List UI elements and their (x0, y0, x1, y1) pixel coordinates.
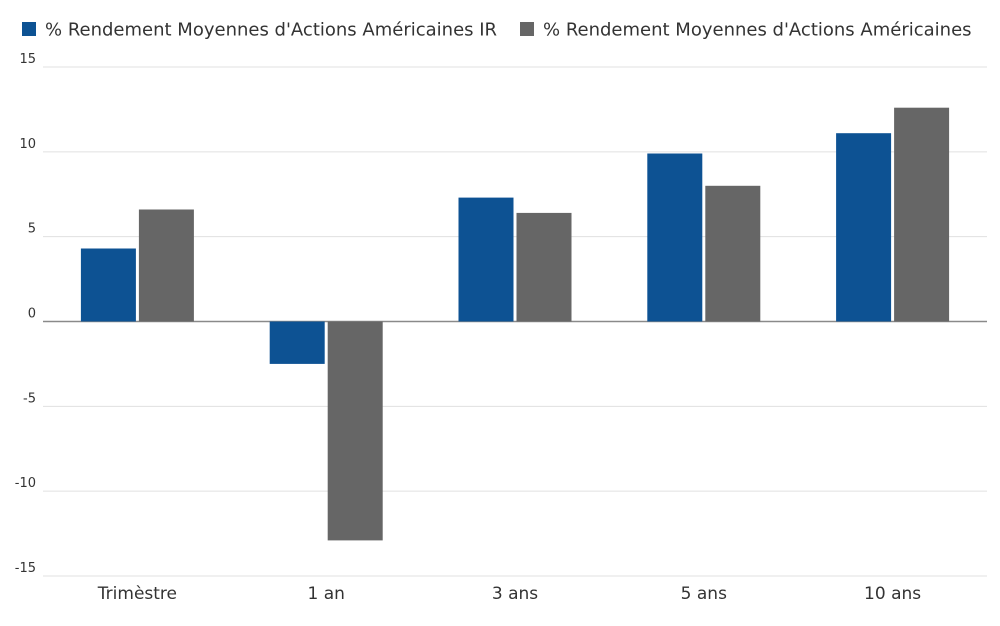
bar-series-2-2 (516, 212, 572, 322)
y-tick-label: 0 (28, 307, 36, 322)
y-tick-label: -15 (15, 561, 36, 576)
legend-label: % Rendement Moyennes d'Actions Américain… (45, 20, 497, 41)
bar-series-2-4 (894, 107, 950, 322)
gridlines (43, 66, 987, 577)
axes: 15 10 5 0 -5 -10 -15 Trimèstre 1 an 3 ans 5 ans 10 … (15, 52, 922, 604)
bar-series-1-2 (458, 197, 514, 322)
x-tick-label: Trimèstre (97, 584, 177, 604)
legend: % Rendement Moyennes d'Actions Américain… (22, 20, 972, 41)
y-tick-label: -10 (15, 476, 36, 491)
bar-series-1-3 (647, 153, 703, 322)
bar-series-2-0 (138, 209, 194, 322)
legend-item-1[interactable]: % Rendement Moyennes d'Actions Américain… (22, 20, 497, 41)
x-tick-label: 10 ans (864, 584, 921, 604)
x-tick-label: 3 ans (492, 584, 538, 604)
legend-swatch (520, 22, 534, 36)
bar-series-2-1 (327, 321, 383, 541)
x-tick-label: 5 ans (681, 584, 727, 604)
y-tick-label: 10 (19, 137, 36, 152)
legend-label: % Rendement Moyennes d'Actions Américain… (543, 20, 972, 41)
legend-swatch (22, 22, 36, 36)
bars (80, 107, 950, 541)
y-tick-label: -5 (23, 391, 36, 406)
bar-series-1-1 (269, 321, 325, 364)
x-tick-label: 1 an (307, 584, 344, 604)
y-tick-label: 15 (19, 52, 36, 67)
bar-series-2-3 (705, 185, 761, 322)
y-tick-label: 5 (28, 222, 36, 237)
bar-series-1-0 (80, 248, 136, 322)
legend-item-2[interactable]: % Rendement Moyennes d'Actions Américain… (520, 20, 972, 41)
bar-series-1-4 (836, 133, 892, 322)
